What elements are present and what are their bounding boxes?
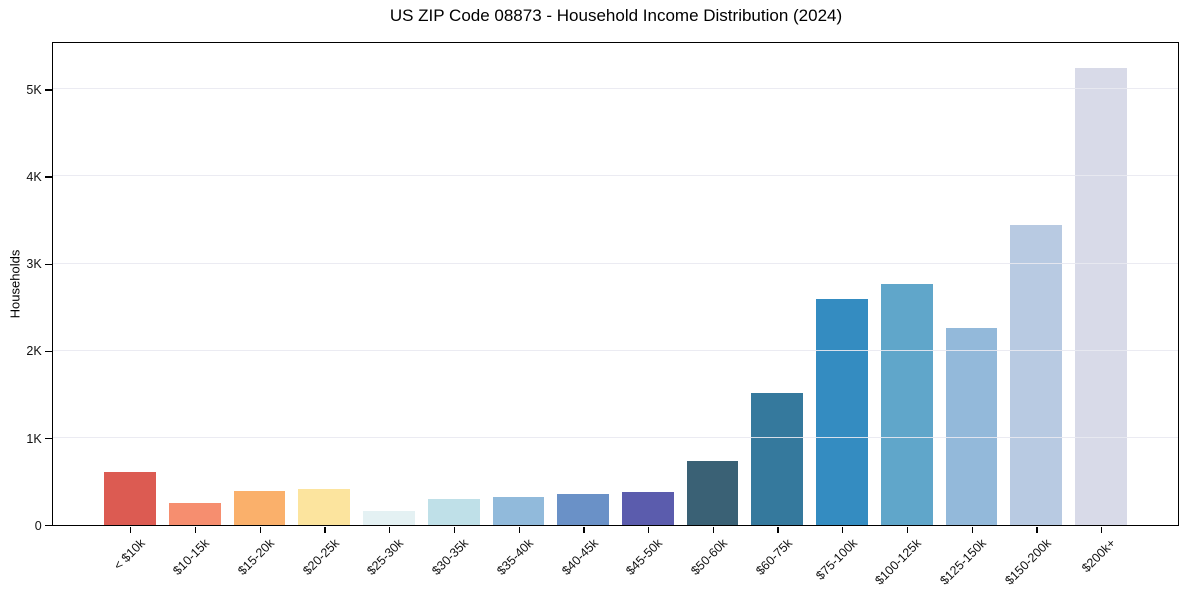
bar — [168, 503, 221, 525]
x-tick — [906, 527, 909, 534]
bar — [751, 392, 804, 525]
y-tick-label: 2K — [26, 344, 42, 359]
y-tick — [45, 350, 53, 353]
y-tick — [45, 263, 53, 265]
x-tick-label: $20-25k — [299, 535, 342, 578]
y-tick-label: 4K — [26, 170, 42, 185]
x-tick — [324, 527, 326, 534]
bar — [621, 492, 674, 525]
x-tick — [194, 527, 197, 534]
x-tick — [1101, 527, 1103, 534]
x-tick-label: $35-40k — [494, 535, 537, 578]
bar — [880, 284, 933, 525]
x-tick-label: $40-45k — [558, 535, 601, 578]
bar — [233, 491, 286, 525]
gridline — [53, 436, 1178, 438]
chart-title: US ZIP Code 08873 - Household Income Dis… — [389, 6, 843, 25]
x-tick-label: $25-30k — [364, 535, 407, 578]
x-tick-label: $50-60k — [688, 535, 731, 578]
gridline — [53, 88, 1178, 90]
bar — [363, 511, 415, 525]
y-tick-label: 5K — [26, 82, 42, 97]
y-tick — [45, 176, 53, 178]
y-tick — [45, 89, 53, 91]
bar — [1010, 224, 1063, 525]
x-tick — [647, 527, 650, 534]
x-tick — [518, 527, 520, 534]
x-tick — [777, 527, 779, 534]
x-tick-label: $100-125k — [872, 535, 925, 588]
x-tick — [453, 527, 456, 534]
plot-area — [52, 42, 1179, 526]
bar — [427, 498, 480, 525]
bar — [298, 489, 351, 525]
y-tick — [45, 525, 53, 527]
x-tick-label: $30-35k — [429, 535, 472, 578]
x-tick-label: $45-50k — [623, 535, 666, 578]
x-tick — [712, 527, 714, 534]
bar — [1075, 68, 1127, 525]
x-tick — [1036, 527, 1038, 534]
x-tick — [842, 527, 844, 534]
x-tick — [259, 527, 261, 534]
gridline — [53, 262, 1178, 264]
x-tick — [583, 527, 585, 534]
x-tick-label: $60-75k — [753, 535, 795, 578]
y-tick — [45, 437, 53, 440]
x-tick-label: $200k+ — [1079, 535, 1119, 575]
bar — [945, 328, 998, 525]
x-tick-label: $150-200k — [1002, 535, 1054, 588]
x-tick-label: $75-100k — [812, 535, 860, 583]
bar — [816, 298, 868, 525]
x-tick-label: $15-20k — [235, 535, 278, 578]
x-tick-label: < $10k — [110, 535, 148, 573]
bar — [557, 494, 610, 525]
gridline — [53, 175, 1178, 177]
y-tick-label: 3K — [26, 257, 42, 272]
x-tick-label: $10-15k — [170, 535, 213, 578]
y-tick-label: 1K — [26, 431, 42, 446]
bar — [686, 460, 739, 525]
y-tick-label: 0 — [34, 518, 42, 533]
gridline — [53, 349, 1178, 351]
bar — [492, 497, 545, 525]
x-tick — [130, 527, 132, 534]
x-tick-label: $125-150k — [937, 535, 990, 588]
x-tick — [971, 527, 973, 534]
x-tick — [389, 527, 391, 534]
bar — [104, 471, 156, 525]
